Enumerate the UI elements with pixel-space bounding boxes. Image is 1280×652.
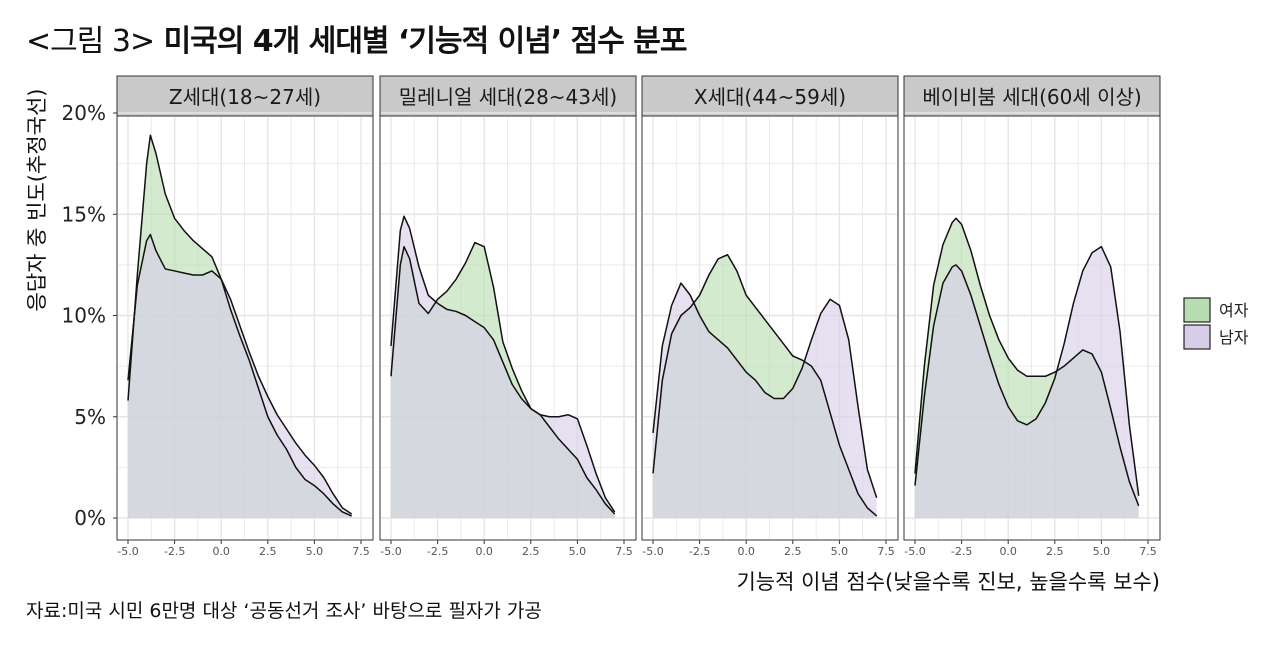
density-line-male xyxy=(652,282,878,498)
legend-key-male xyxy=(1183,324,1211,350)
y-tick-label: 15% xyxy=(62,202,106,226)
x-tick-label: 7.5 xyxy=(615,545,633,558)
x-tick-label: 7.5 xyxy=(352,545,370,558)
source-note: 자료:미국 시민 6만명 대상 ‘공동선거 조사’ 바탕으로 필자가 가공 xyxy=(26,600,542,622)
density-line-male xyxy=(914,245,1140,496)
x-tick-label: 0.0 xyxy=(999,545,1017,558)
y-tick-label: 5% xyxy=(74,405,106,429)
facet-strip-label: Z세대(18~27세) xyxy=(169,85,321,109)
x-tick-label: 2.5 xyxy=(1046,545,1064,558)
density-area-male xyxy=(128,234,352,518)
density-line-female xyxy=(127,134,352,517)
facet-strip xyxy=(641,75,899,117)
x-tick-label: 2.5 xyxy=(522,545,540,558)
x-tick-label: 0.0 xyxy=(475,545,493,558)
x-tick-label: -5.0 xyxy=(117,545,138,558)
y-axis-title: 응답자 중 빈도(추정국선) xyxy=(25,89,49,312)
y-tick-label: 0% xyxy=(74,506,106,530)
x-axis-title: 기능적 이념 점수(낮을수록 진보, 높을수록 보수) xyxy=(736,570,1160,594)
x-tick-label: 7.5 xyxy=(877,545,895,558)
facet-strip-label: 베이비붐 세대(60세 이상) xyxy=(922,85,1141,109)
x-tick-label: -2.5 xyxy=(427,545,448,558)
figure-title: <그림 3> 미국의 4개 세대별 ‘기능적 이념’ 점수 분포 xyxy=(26,16,687,60)
density-area-male xyxy=(653,283,877,518)
facet-panel: 베이비붐 세대(60세 이상) -5.0 -2.5 0.0 2.5 5.0 7.5 xyxy=(903,75,1161,558)
x-tick-label: 5.0 xyxy=(569,545,587,558)
figure-title-text: 미국의 4개 세대별 ‘기능적 이념’ 점수 분포 xyxy=(163,24,688,59)
density-area-male xyxy=(391,216,615,518)
x-tick-label: 7.5 xyxy=(1139,545,1157,558)
facet-strip-label: X세대(44~59세) xyxy=(694,85,846,109)
x-tick-label: -2.5 xyxy=(164,545,185,558)
y-tick-label: 20% xyxy=(62,101,106,125)
x-tick-label: -5.0 xyxy=(642,545,663,558)
x-tick-label: -5.0 xyxy=(380,545,401,558)
facet-panel: 밀레니얼 세대(28~43세) -5.0 -2.5 0.0 2.5 5.0 7.5 xyxy=(379,75,637,558)
facet-strip xyxy=(379,75,637,117)
x-tick-label: 5.0 xyxy=(1093,545,1111,558)
x-tick-label: 0.0 xyxy=(737,545,755,558)
density-area-male xyxy=(915,246,1139,518)
facet-panel: Z세대(18~27세) -5.0 -2.5 0.0 2.5 5.0 7.5 xyxy=(116,75,374,558)
x-tick-label: 5.0 xyxy=(831,545,849,558)
x-tick-label: -2.5 xyxy=(689,545,710,558)
facet-panel: X세대(44~59세) -5.0 -2.5 0.0 2.5 5.0 7.5 xyxy=(641,75,899,558)
facet-strip xyxy=(903,75,1161,117)
density-line-female xyxy=(390,241,616,515)
legend-label: 여자 xyxy=(1219,301,1249,320)
density-line-female xyxy=(652,254,878,517)
density-line-male xyxy=(390,215,616,513)
x-tick-label: 0.0 xyxy=(212,545,230,558)
x-tick-label: -2.5 xyxy=(951,545,972,558)
y-tick-label: 10% xyxy=(62,304,106,328)
legend-label: 남자 xyxy=(1219,328,1249,347)
x-tick-label: 2.5 xyxy=(784,545,802,558)
density-line-male xyxy=(127,233,353,515)
x-tick-label: -5.0 xyxy=(904,545,925,558)
x-tick-label: 2.5 xyxy=(259,545,277,558)
facet-strip-label: 밀레니얼 세대(28~43세) xyxy=(399,85,617,109)
x-tick-label: 5.0 xyxy=(306,545,324,558)
legend-key-female xyxy=(1183,297,1211,323)
density-line-female xyxy=(914,217,1140,507)
figure-number: <그림 3> xyxy=(26,24,155,59)
